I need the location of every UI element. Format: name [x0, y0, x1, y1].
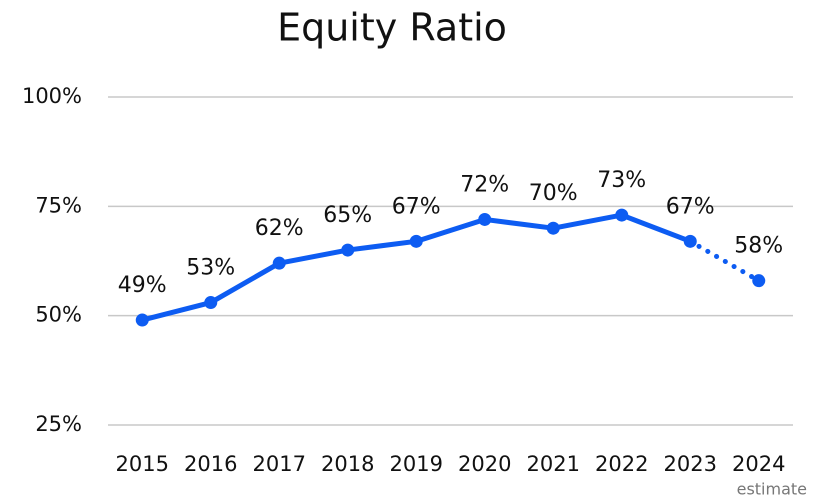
point	[341, 243, 355, 257]
data-label: 53%	[186, 256, 235, 281]
data-label: 73%	[597, 168, 646, 193]
point	[615, 208, 629, 222]
point	[135, 313, 149, 327]
point	[478, 212, 492, 226]
point	[752, 274, 766, 288]
data-label: 72%	[460, 172, 509, 197]
x-tick-label: 2024	[732, 452, 785, 476]
data-label: 65%	[323, 203, 372, 228]
x-tick-label: 2022	[595, 452, 648, 476]
x-tick-label: 2020	[458, 452, 511, 476]
point	[204, 296, 218, 310]
x-tick-label: 2016	[184, 452, 237, 476]
data-label: 62%	[255, 216, 304, 241]
x-tick-label: 2021	[527, 452, 580, 476]
data-label: 67%	[666, 194, 715, 219]
y-tick-label: 25%	[35, 412, 82, 436]
data-label: 49%	[118, 273, 167, 298]
data-label: 67%	[392, 194, 441, 219]
y-tick-label: 50%	[35, 303, 82, 327]
point	[272, 256, 286, 270]
point	[683, 234, 697, 248]
x-tick-label: 2018	[321, 452, 374, 476]
x-tick-label: 2019	[390, 452, 443, 476]
point	[546, 221, 560, 235]
x-tick-label: 2017	[253, 452, 306, 476]
annotation: estimate	[737, 480, 807, 499]
chart-title: Equity Ratio	[277, 6, 507, 50]
data-label: 70%	[529, 181, 578, 206]
y-tick-label: 100%	[22, 84, 82, 108]
x-tick-label: 2015	[116, 452, 169, 476]
point	[409, 234, 423, 248]
data-label: 58%	[734, 234, 783, 259]
y-tick-label: 75%	[35, 193, 82, 217]
estimate-line	[687, 238, 762, 284]
x-tick-label: 2023	[664, 452, 717, 476]
